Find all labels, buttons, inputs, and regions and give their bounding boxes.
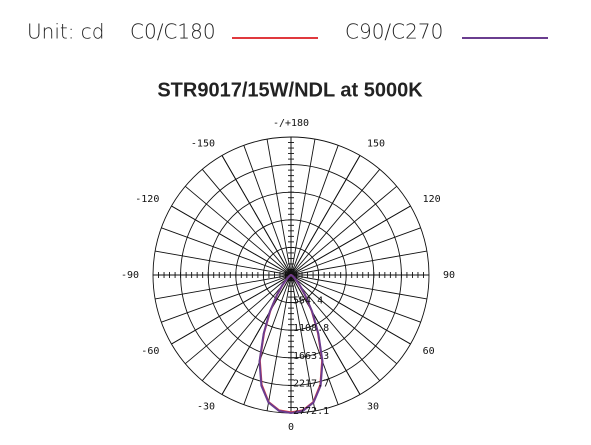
spoke bbox=[161, 227, 292, 276]
spoke bbox=[266, 274, 292, 411]
spoke bbox=[290, 250, 427, 276]
spoke bbox=[290, 185, 398, 276]
spoke bbox=[266, 139, 292, 276]
angle-label: -90 bbox=[121, 270, 139, 281]
angle-grid-line bbox=[221, 274, 292, 395]
angle-label: -/+180 bbox=[273, 118, 309, 129]
ring-label: 1108.8 bbox=[293, 323, 329, 334]
spoke bbox=[290, 274, 381, 382]
spoke bbox=[290, 274, 339, 405]
spoke bbox=[290, 145, 339, 276]
angle-grid-line bbox=[290, 155, 361, 276]
spoke bbox=[290, 227, 421, 276]
angle-grid-line bbox=[171, 274, 292, 345]
spoke bbox=[290, 274, 427, 300]
angle-grid-line bbox=[221, 155, 292, 276]
ring-label: 1663.3 bbox=[293, 351, 329, 362]
spoke bbox=[184, 185, 292, 276]
spoke bbox=[290, 274, 398, 365]
ring-label: 554.4 bbox=[293, 296, 323, 307]
chart-title: STR9017/15W/NDL at 5000K bbox=[157, 79, 423, 101]
spoke bbox=[155, 250, 292, 276]
spoke bbox=[290, 274, 316, 411]
angle-label: 120 bbox=[423, 194, 441, 205]
angle-grid-line bbox=[290, 205, 411, 276]
angle-label: -60 bbox=[141, 346, 159, 357]
spoke bbox=[290, 139, 316, 276]
legend-label: C90/C270 bbox=[345, 20, 443, 44]
angle-label: 90 bbox=[443, 270, 455, 281]
angle-grid-line bbox=[171, 205, 292, 276]
angle-label: 0 bbox=[288, 422, 294, 433]
spoke bbox=[161, 274, 292, 323]
spoke bbox=[201, 168, 292, 276]
spoke bbox=[201, 274, 292, 382]
angle-grid-line bbox=[290, 274, 411, 345]
angle-label: 60 bbox=[423, 346, 435, 357]
angle-grid-line bbox=[290, 274, 361, 395]
ring-label: 2772.1 bbox=[293, 406, 329, 417]
intensity-curve bbox=[258, 274, 324, 415]
spoke bbox=[184, 274, 292, 365]
spoke bbox=[243, 274, 292, 405]
unit-label: Unit: cd bbox=[27, 20, 105, 44]
spoke bbox=[290, 274, 421, 323]
angle-label: 150 bbox=[367, 138, 385, 149]
spoke bbox=[243, 145, 292, 276]
legend-label: C0/C180 bbox=[130, 20, 216, 44]
angle-label: -120 bbox=[135, 194, 159, 205]
angle-label: 30 bbox=[367, 402, 379, 413]
angle-label: -150 bbox=[191, 138, 215, 149]
angle-label: -30 bbox=[197, 402, 215, 413]
ring-label: 2217.7 bbox=[293, 378, 329, 389]
spoke bbox=[290, 168, 381, 276]
spoke bbox=[155, 274, 292, 300]
